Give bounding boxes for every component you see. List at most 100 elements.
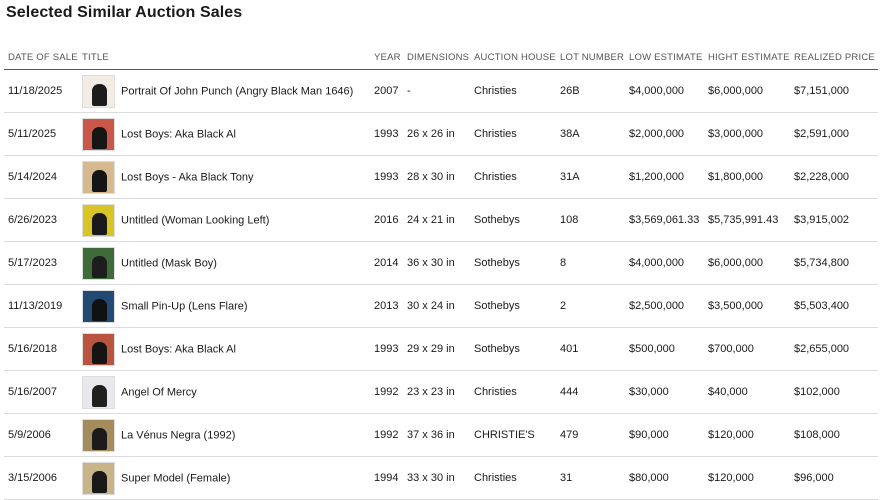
lot-number-cell: 8 [556,241,625,285]
artwork-thumbnail[interactable] [82,332,115,366]
dimensions-cell: 33 x 30 in [403,456,470,500]
low-estimate-cell: $500,000 [625,327,704,371]
realized-price-cell: $2,655,000 [790,327,878,371]
low-estimate-cell: $2,000,000 [625,112,704,156]
artwork-thumbnail[interactable] [82,203,115,237]
column-header-high-estimate[interactable]: HIGHT ESTIMATE [704,50,790,70]
artwork-thumbnail[interactable] [82,375,115,409]
low-estimate-cell: $1,200,000 [625,155,704,199]
artwork-title[interactable]: Super Model (Female) [121,472,231,484]
table-row[interactable]: 5/17/2023 Untitled (Mask Boy) 2014 36 x 30 … [4,241,878,285]
page-title: Selected Similar Auction Sales [6,4,243,21]
date-cell: 5/16/2007 [4,370,78,414]
table-row[interactable]: 11/13/2019 Small Pin-Up (Lens Flare) 2013 3… [4,284,878,328]
figure-silhouette [92,341,107,364]
table-row[interactable]: 11/18/2025 Portrait Of John Punch (Angry … [4,69,878,113]
high-estimate-cell: $3,000,000 [704,112,790,156]
auction-house-cell: Sothebys [470,327,556,371]
table-row[interactable]: 3/15/2006 Super Model (Female) 1994 33 x 30… [4,456,878,500]
realized-price-cell: $7,151,000 [790,69,878,113]
artwork-title[interactable]: Portrait Of John Punch (Angry Black Man … [121,85,354,97]
year-cell: 1994 [370,456,403,500]
artwork-title[interactable]: Lost Boys: Aka Black Al [121,128,236,140]
table-row[interactable]: 5/14/2024 Lost Boys - Aka Black Tony 1993 2… [4,155,878,199]
title-cell: Untitled (Woman Looking Left) [78,198,370,242]
table-row[interactable]: 5/11/2025 Lost Boys: Aka Black Al 1993 26 x… [4,112,878,156]
year-cell: 2007 [370,69,403,113]
dimensions-cell: 28 x 30 in [403,155,470,199]
auction-house-cell: Christies [470,155,556,199]
low-estimate-cell: $30,000 [625,370,704,414]
year-cell: 1992 [370,413,403,457]
artwork-title[interactable]: La Vénus Negra (1992) [121,429,236,441]
title-cell: Lost Boys: Aka Black Al [78,112,370,156]
lot-number-cell: 444 [556,370,625,414]
artwork-thumbnail[interactable] [82,246,115,280]
realized-price-cell: $96,000 [790,456,878,500]
lot-number-cell: 26B [556,69,625,113]
auction-house-cell: Christies [470,112,556,156]
high-estimate-cell: $700,000 [704,327,790,371]
low-estimate-cell: $90,000 [625,413,704,457]
dimensions-cell: 24 x 21 in [403,198,470,242]
column-header-lot-number[interactable]: LOT NUMBER [556,50,625,70]
low-estimate-cell: $80,000 [625,456,704,500]
auction-house-cell: CHRISTIE'S [470,413,556,457]
year-cell: 1993 [370,327,403,371]
auction-sales-table: DATE OF SALE TITLE YEAR DIMENSIONS AUCTI… [4,50,878,500]
artwork-title[interactable]: Lost Boys - Aka Black Tony [121,171,254,183]
realized-price-cell: $3,915,002 [790,198,878,242]
date-cell: 5/11/2025 [4,112,78,156]
column-header-title[interactable]: TITLE [78,50,370,70]
column-header-low-estimate[interactable]: LOW ESTIMATE [625,50,704,70]
artwork-thumbnail[interactable] [82,289,115,323]
dimensions-cell: 26 x 26 in [403,112,470,156]
year-cell: 2013 [370,284,403,328]
table-row[interactable]: 5/9/2006 La Vénus Negra (1992) 1992 37 x 36… [4,413,878,457]
column-header-dimensions[interactable]: DIMENSIONS [403,50,470,70]
artwork-thumbnail[interactable] [82,160,115,194]
table-row[interactable]: 5/16/2007 Angel Of Mercy 1992 23 x 23 in Chr… [4,370,878,414]
date-cell: 3/15/2006 [4,456,78,500]
table-row[interactable]: 6/26/2023 Untitled (Woman Looking Left) 20… [4,198,878,242]
artwork-title[interactable]: Small Pin-Up (Lens Flare) [121,300,248,312]
figure-silhouette [92,384,107,407]
artwork-title[interactable]: Lost Boys: Aka Black Al [121,343,236,355]
artwork-thumbnail[interactable] [82,418,115,452]
table-row[interactable]: 5/16/2018 Lost Boys: Aka Black Al 1993 29 x… [4,327,878,371]
artwork-thumbnail[interactable] [82,74,115,108]
realized-price-cell: $5,734,800 [790,241,878,285]
auction-house-cell: Sothebys [470,241,556,285]
realized-price-cell: $5,503,400 [790,284,878,328]
title-cell: La Vénus Negra (1992) [78,413,370,457]
high-estimate-cell: $5,735,991.43 [704,198,790,242]
dimensions-cell: 23 x 23 in [403,370,470,414]
artwork-title[interactable]: Angel Of Mercy [121,386,197,398]
artwork-title[interactable]: Untitled (Mask Boy) [121,257,217,269]
figure-silhouette [92,212,107,235]
lot-number-cell: 2 [556,284,625,328]
realized-price-cell: $2,228,000 [790,155,878,199]
table-header-row: DATE OF SALE TITLE YEAR DIMENSIONS AUCTI… [4,50,878,70]
column-header-date[interactable]: DATE OF SALE [4,50,78,70]
lot-number-cell: 401 [556,327,625,371]
realized-price-cell: $108,000 [790,413,878,457]
figure-silhouette [92,169,107,192]
dimensions-cell: 37 x 36 in [403,413,470,457]
column-header-realized-price[interactable]: REALIZED PRICE [790,50,878,70]
date-cell: 5/9/2006 [4,413,78,457]
realized-price-cell: $102,000 [790,370,878,414]
high-estimate-cell: $40,000 [704,370,790,414]
auction-house-cell: Sothebys [470,198,556,242]
date-cell: 6/26/2023 [4,198,78,242]
artwork-thumbnail[interactable] [82,461,115,495]
column-header-auction-house[interactable]: AUCTION HOUSE [470,50,556,70]
high-estimate-cell: $3,500,000 [704,284,790,328]
column-header-year[interactable]: YEAR [370,50,403,70]
dimensions-cell: 29 x 29 in [403,327,470,371]
title-cell: Lost Boys: Aka Black Al [78,327,370,371]
artwork-title[interactable]: Untitled (Woman Looking Left) [121,214,270,226]
lot-number-cell: 479 [556,413,625,457]
title-cell: Lost Boys - Aka Black Tony [78,155,370,199]
artwork-thumbnail[interactable] [82,117,115,151]
